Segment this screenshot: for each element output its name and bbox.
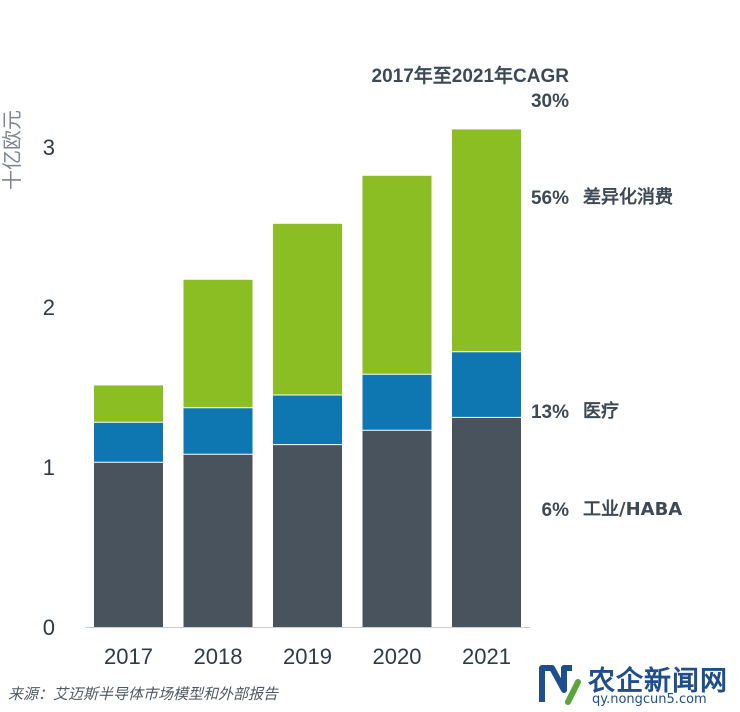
source-note: 来源：艾迈斯半导体市场模型和外部报告 [8,685,279,703]
bar-segment [94,422,163,463]
bar-segment [273,444,342,627]
y-tick-label: 1 [43,455,55,480]
y-axis: 0 1 2 3 十亿欧元 [0,110,55,640]
x-tick-label: 2020 [373,644,422,669]
cagr-annotations: 2017年至2021年CAGR 30% 56% 差异化消费 13% 医疗 6% 工业/HABA [372,64,683,521]
cagr-percent: 56% [531,188,569,209]
bar-segment [94,385,163,423]
x-tick-label: 2021 [462,644,511,669]
bar-segment [452,351,521,418]
bar-segment [183,407,253,455]
y-tick-label: 0 [43,615,55,640]
cagr-percent: 6% [542,500,570,521]
bar-segment [362,175,432,375]
cagr-total: 30% [531,91,569,112]
watermark-title: 农企新闻网 [588,666,728,697]
y-tick-label: 2 [43,295,55,320]
bar-segment [273,223,342,395]
y-axis-label: 十亿欧元 [0,110,24,190]
x-tick-label: 2017 [104,644,153,669]
bar-segment [273,395,342,445]
series-label: 工业/HABA [583,499,682,520]
bar-segment [452,129,521,352]
bar-segment [94,462,163,627]
bar-segment [452,417,521,627]
series-label: 差异化消费 [583,186,673,208]
x-tick-label: 2018 [194,644,243,669]
bar-segment [183,454,253,627]
watermark-url: qy.nongcun5.com [592,692,707,707]
y-tick-label: 3 [43,135,55,160]
x-tick-label: 2019 [283,644,332,669]
bar-segment [362,374,432,431]
bar-segment [362,430,432,627]
cagr-header: 2017年至2021年CAGR [372,64,570,87]
watermark-logo-icon [539,665,581,705]
x-axis: 2017 2018 2019 2020 2021 [85,627,530,669]
bar-segment [183,279,253,408]
cagr-percent: 13% [531,402,569,423]
bar-stacks [94,129,521,627]
series-label: 医疗 [583,400,619,422]
